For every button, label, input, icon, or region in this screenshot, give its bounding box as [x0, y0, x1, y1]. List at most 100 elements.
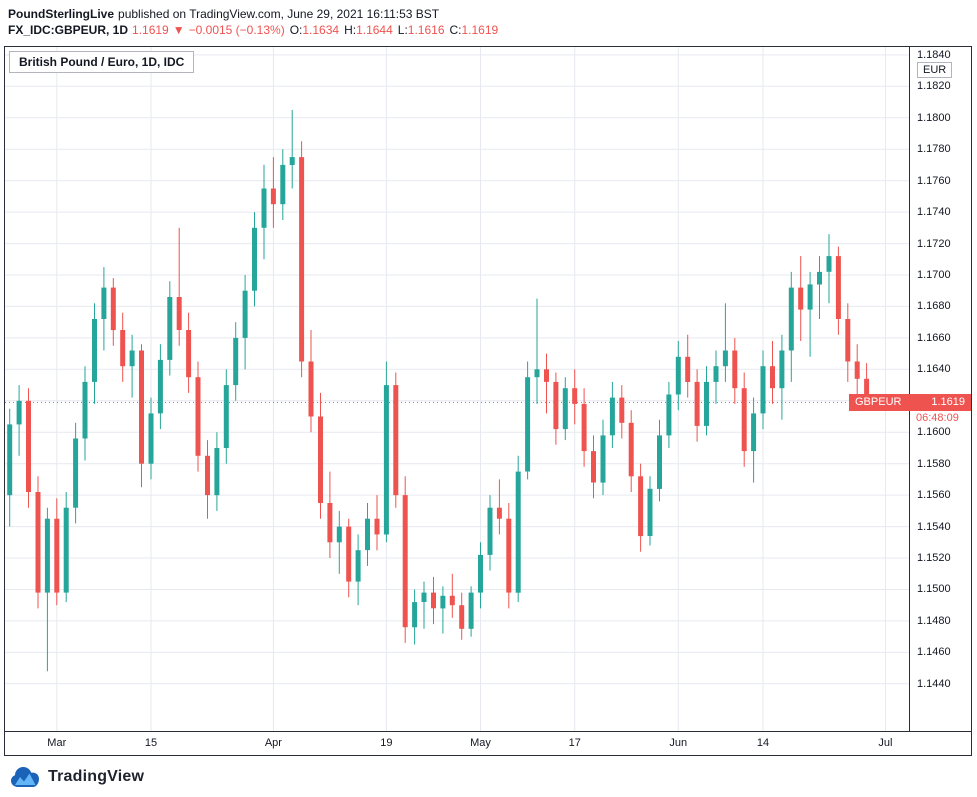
candle: [798, 256, 804, 341]
low-value: 1.1616: [407, 23, 445, 37]
candle: [327, 471, 333, 558]
candle: [270, 157, 276, 228]
candle: [318, 392, 323, 519]
time-axis-label: May: [470, 737, 491, 749]
candle: [459, 592, 465, 640]
candle: [751, 397, 757, 483]
tradingview-brand-link[interactable]: TradingView: [9, 765, 144, 789]
candle: [252, 212, 257, 307]
candle: [393, 372, 399, 508]
candle: [402, 476, 408, 643]
price-axis-label: 1.1720: [917, 237, 951, 250]
change-down-icon: ▼: [172, 23, 185, 37]
price-axis-label: 1.1800: [917, 111, 951, 124]
time-axis-label: 17: [568, 737, 581, 749]
price-axis-label: 1.1580: [917, 457, 951, 470]
candle: [214, 432, 220, 511]
price-axis-label: 1.1820: [917, 80, 951, 93]
price-flag-symbol: GBPEUR: [855, 395, 902, 408]
candle: [167, 281, 173, 376]
candle: [110, 278, 116, 346]
candle: [835, 246, 841, 335]
high-value: 1.1644: [356, 23, 393, 37]
candle: [139, 344, 144, 488]
high-label: H:: [344, 23, 357, 37]
candle: [195, 361, 201, 472]
candle: [760, 350, 766, 430]
candle: [421, 581, 427, 629]
candle: [572, 369, 578, 425]
candle: [440, 586, 446, 634]
candle: [722, 303, 728, 382]
last-price-flag: GBPEUR 1.1619: [849, 393, 971, 411]
publish-info: published on TradingView.com, June 29, 2…: [118, 7, 440, 21]
candle: [487, 495, 493, 571]
candlestick-plot[interactable]: [5, 47, 909, 731]
last-price: 1.1619: [132, 23, 169, 37]
footer: TradingView: [0, 756, 977, 797]
candle: [7, 408, 13, 527]
open-value: 1.1634: [302, 23, 340, 37]
chart-frame: British Pound / Euro, 1D, IDC EUR 1.1840…: [4, 46, 972, 756]
time-axis-label: Jul: [878, 737, 893, 749]
time-axis: Mar 15 Apr 19 May 17 Jun 14 Jul: [5, 731, 971, 755]
time-axis-label: 19: [380, 737, 393, 749]
candle: [157, 344, 163, 430]
candle: [506, 503, 512, 609]
candle: [478, 542, 483, 609]
candle: [346, 518, 352, 598]
candle: [261, 164, 267, 260]
price-flag-value: 1.1619: [931, 395, 965, 408]
open-label: O:: [289, 23, 303, 37]
symbol-title: FX_IDC:GBPEUR, 1D: [8, 23, 129, 37]
candle: [73, 422, 79, 524]
candle: [16, 385, 22, 456]
price-axis-label: 1.1600: [917, 426, 951, 439]
price-axis-label: 1.1500: [917, 583, 951, 596]
change-value: −0.0015 (−0.13%): [188, 23, 285, 37]
price-axis-label: 1.1480: [917, 614, 951, 627]
price-axis-label: 1.1460: [917, 646, 951, 659]
candle: [383, 361, 389, 543]
price-axis-label: 1.1760: [917, 174, 951, 187]
price-axis-label: 1.1740: [917, 206, 951, 219]
candle: [44, 507, 50, 672]
candle: [120, 312, 126, 382]
price-axis-label: 1.1540: [917, 520, 951, 533]
publish-line: PoundSterlingLive published on TradingVie…: [8, 6, 977, 22]
candle: [713, 350, 719, 404]
candle: [308, 330, 314, 433]
candle: [365, 503, 370, 566]
time-axis-label: 15: [144, 737, 158, 749]
candle: [694, 369, 700, 442]
candles: [7, 109, 870, 672]
candle: [704, 366, 709, 436]
close-label: C:: [449, 23, 462, 37]
candle: [289, 109, 295, 189]
candle: [817, 256, 822, 319]
price-axis-label: 1.1520: [917, 552, 951, 565]
candle: [581, 388, 587, 467]
candle: [101, 267, 107, 351]
time-axis-label: 14: [756, 737, 770, 749]
candle: [788, 271, 794, 382]
candle: [779, 334, 785, 420]
candle: [628, 410, 634, 492]
candle: [82, 366, 88, 461]
time-axis-label: Jun: [669, 737, 688, 749]
candle: [63, 492, 69, 603]
candle: [609, 381, 615, 448]
price-axis-label: 1.1680: [917, 300, 951, 313]
candle: [54, 498, 60, 606]
candle: [675, 341, 681, 411]
candle: [205, 440, 210, 519]
price-axis-label: 1.1660: [917, 331, 951, 344]
time-axis-label: Mar: [47, 737, 67, 749]
candle: [412, 589, 418, 645]
candle: [770, 341, 775, 404]
candle: [553, 372, 559, 445]
candle: [619, 385, 625, 439]
candle: [299, 141, 305, 378]
candle: [92, 303, 97, 404]
price-axis-label: 1.1440: [917, 677, 951, 690]
